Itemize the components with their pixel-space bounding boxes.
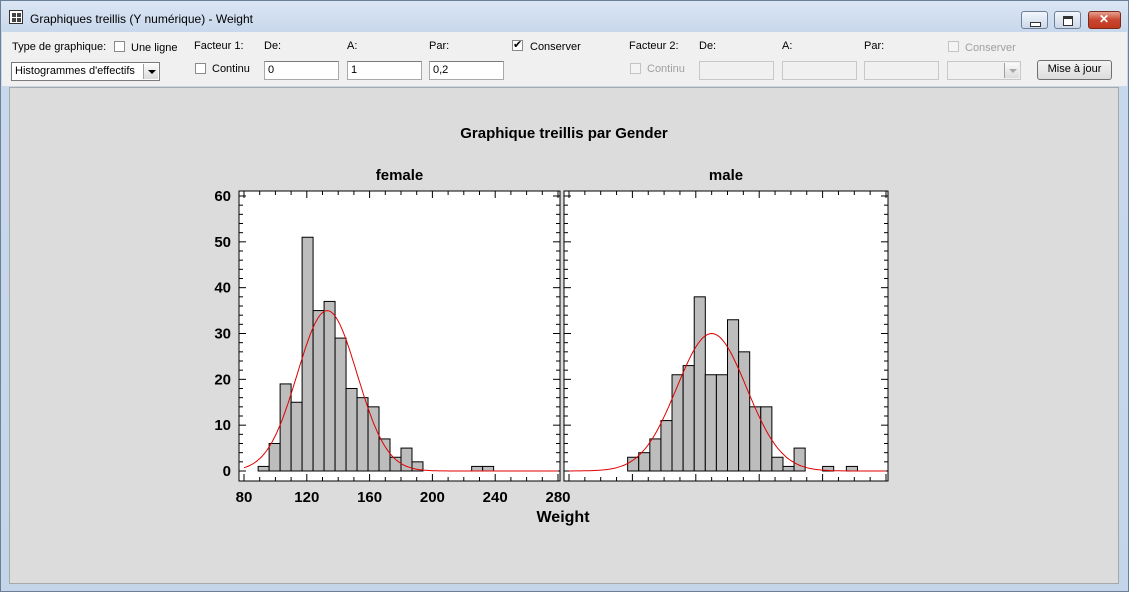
histogram-bar (660, 420, 673, 472)
histogram-bar (323, 300, 336, 472)
factor1-label: Facteur 1: (194, 40, 244, 52)
y-tick-label: 20 (214, 371, 231, 388)
factor1-by-input[interactable]: 0,2 (429, 61, 504, 80)
chevron-down-icon[interactable] (1004, 63, 1019, 78)
histogram-bar (268, 443, 281, 472)
chart-type-label: Type de graphique: (12, 41, 107, 53)
histogram-bar (704, 374, 717, 472)
y-tick-label: 10 (214, 417, 231, 434)
y-tick-label: 30 (214, 326, 231, 343)
factor1-keep-checkbox[interactable]: ✔ (512, 39, 523, 51)
histogram-bar (378, 438, 391, 472)
histogram-bar (760, 406, 773, 472)
normal-fit-curve (243, 310, 558, 472)
factor1-continuous-label: Continu (212, 63, 250, 75)
x-tick-label: 120 (294, 489, 319, 506)
factor1-from-label: De: (264, 40, 282, 52)
histogram-bar (471, 465, 484, 472)
histogram-bar (400, 447, 413, 472)
update-button[interactable]: Mise à jour (1037, 60, 1112, 80)
histogram-bar (715, 374, 729, 472)
histogram-bar (738, 351, 751, 472)
histogram-bar (279, 383, 292, 472)
histogram-bar (627, 456, 640, 472)
x-tick-label: 280 (545, 489, 570, 506)
histogram-bar (367, 406, 380, 472)
title-bar[interactable]: Graphiques treillis (Y numérique) - Weig… (1, 1, 1128, 31)
histogram-bar (345, 388, 358, 472)
factor2-continuous-label: Continu (647, 63, 685, 75)
histogram-bar (312, 310, 325, 472)
histogram-bar (727, 319, 740, 472)
factor2-by-label: Par: (864, 40, 885, 52)
chart-area: Graphique treillis par Gender female male 0… (9, 87, 1119, 584)
chart-title: Graphique treillis par Gender (460, 125, 668, 142)
x-tick-label: 80 (236, 489, 253, 506)
histogram-bar (649, 438, 662, 472)
factor1-to-input[interactable]: 1 (347, 61, 422, 80)
factor2-keep-label: Conserver (965, 42, 1016, 54)
factor1-to-label: A: (347, 40, 358, 52)
close-button[interactable] (1088, 11, 1121, 29)
options-toolbar: Type de graphique: Une ligne Histogramme… (2, 32, 1127, 86)
histogram-bar (482, 465, 495, 472)
check-icon: ✔ (513, 39, 523, 51)
factor2-from-label: De: (699, 40, 717, 52)
factor1-by-label: Par: (429, 40, 450, 52)
y-tick-label: 40 (214, 280, 231, 297)
histogram-bar (411, 461, 424, 472)
factor2-to-input[interactable] (782, 61, 857, 80)
y-tick-label: 0 (223, 463, 231, 480)
factor2-keep-select[interactable] (947, 61, 1021, 80)
x-tick-label: 200 (420, 489, 445, 506)
chart-type-value: Histogrammes d'effectifs (15, 65, 135, 77)
factor2-continuous-checkbox[interactable] (630, 63, 641, 74)
histogram-bar (771, 456, 784, 472)
trellis-app-icon (9, 10, 23, 24)
histogram-bar (290, 401, 303, 472)
histogram-bar (822, 465, 835, 472)
y-tick-label: 60 (214, 188, 231, 205)
panel-frame (563, 190, 889, 482)
histogram-bar (334, 337, 347, 472)
factor2-from-input[interactable] (699, 61, 774, 80)
x-axis-label: Weight (536, 509, 590, 526)
histogram-bar (356, 397, 369, 472)
histogram-bar (793, 447, 806, 472)
one-line-label: Une ligne (131, 42, 178, 54)
chart-type-select[interactable]: Histogrammes d'effectifs (11, 62, 160, 81)
histogram-bar (693, 296, 706, 472)
factor1-from-input[interactable]: 0 (264, 61, 339, 80)
factor2-by-input[interactable] (864, 61, 939, 80)
factor2-label: Facteur 2: (629, 40, 679, 52)
trellis-chart: Graphique treillis par Gender female male 0… (214, 125, 889, 526)
histogram-bar (257, 465, 270, 472)
one-line-checkbox[interactable] (114, 41, 125, 52)
window-title: Graphiques treillis (Y numérique) - Weig… (30, 12, 253, 26)
panel-label: male (709, 167, 743, 184)
minimize-button[interactable] (1021, 11, 1048, 29)
histogram-bar (638, 452, 651, 472)
histogram-bar (671, 374, 684, 472)
factor1-keep-label: Conserver (530, 41, 581, 53)
maximize-button[interactable] (1054, 11, 1081, 29)
histogram-bar (845, 465, 858, 472)
x-tick-label: 240 (483, 489, 508, 506)
factor2-to-label: A: (782, 40, 793, 52)
factor2-keep-checkbox[interactable] (948, 41, 959, 52)
chevron-down-icon[interactable] (143, 64, 158, 79)
factor1-continuous-checkbox[interactable] (195, 63, 206, 74)
x-tick-label: 160 (357, 489, 382, 506)
histogram-bar (782, 465, 795, 472)
panel-label: female (376, 167, 424, 184)
y-tick-label: 50 (214, 234, 231, 251)
histogram-bar (682, 365, 695, 472)
normal-fit-curve (569, 332, 886, 472)
